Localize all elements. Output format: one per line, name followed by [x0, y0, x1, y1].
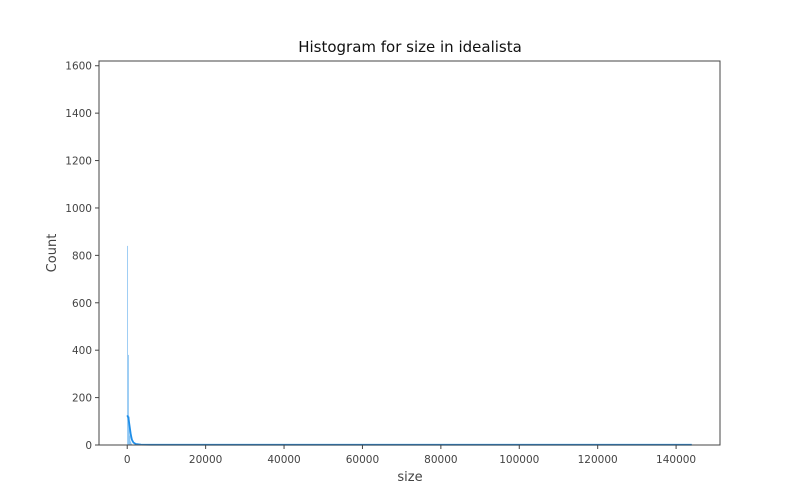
kde-curve [126, 414, 692, 446]
histogram-bar [128, 354, 129, 445]
chart-title: Histogram for size in idealista [298, 38, 522, 56]
y-tick-label: 1200 [65, 156, 92, 168]
y-tick-label: 800 [72, 250, 92, 262]
x-tick-label: 80000 [424, 454, 457, 466]
histogram-bar [131, 443, 132, 445]
x-tick-label: 60000 [346, 454, 379, 466]
x-tick-label: 40000 [267, 454, 300, 466]
histogram-bar [127, 245, 129, 445]
y-axis-label: Count [45, 234, 60, 273]
x-tick-label: 100000 [499, 454, 539, 466]
histogram-bar [130, 441, 132, 445]
x-axis-label: size [397, 470, 422, 485]
x-tick-label: 120000 [578, 454, 618, 466]
y-tick-label: 0 [85, 440, 92, 452]
x-tick-label: 140000 [656, 454, 696, 466]
y-tick-label: 600 [72, 298, 92, 310]
y-axis-ticks: 0 200 400 600 800 1000 1200 1400 1600 [65, 61, 99, 452]
x-tick-label: 0 [124, 454, 131, 466]
y-tick-label: 1000 [65, 203, 92, 215]
histogram-bar [129, 435, 131, 445]
y-tick-label: 1600 [65, 61, 92, 73]
y-tick-label: 200 [72, 393, 92, 405]
y-tick-label: 1400 [65, 108, 92, 120]
plot-frame [98, 60, 721, 446]
y-tick-label: 400 [72, 345, 92, 357]
x-axis-ticks: 0 20000 40000 60000 80000 100000 120000 140000 [124, 445, 696, 466]
histogram-bar [128, 416, 130, 445]
histogram-bars [127, 245, 132, 445]
x-tick-label: 20000 [189, 454, 222, 466]
